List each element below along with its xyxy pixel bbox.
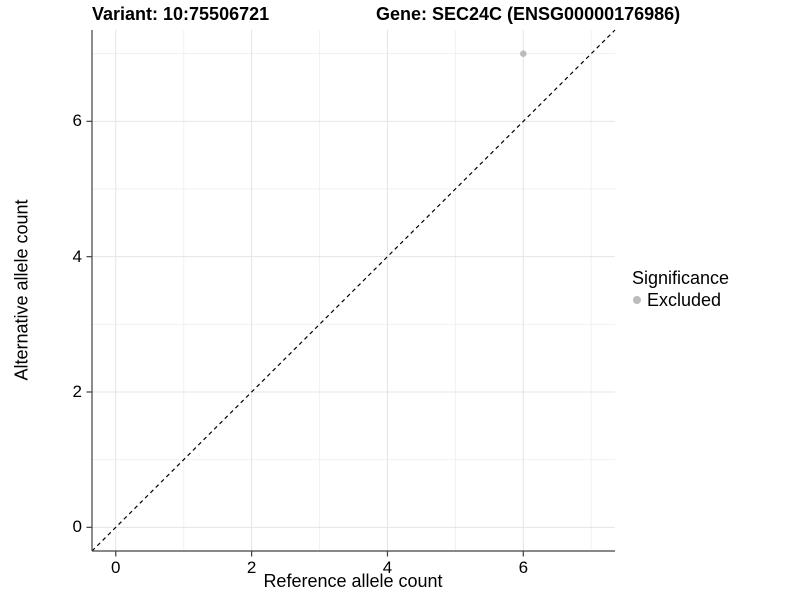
variant-title: Variant: 10:75506721 [92, 4, 270, 24]
gene-title: Gene: SEC24C (ENSG00000176986) [376, 4, 681, 24]
legend-title: Significance [632, 268, 730, 288]
x-tick-label: 0 [111, 558, 121, 577]
legend-item-excluded: Excluded [630, 289, 729, 311]
y-tick-label: 2 [72, 381, 82, 401]
y-tick-label: 4 [72, 246, 82, 266]
excluded-point-icon [633, 296, 641, 304]
data-point [520, 50, 527, 57]
identity-dashed-line [91, 29, 616, 552]
legend-item-label: Excluded [647, 290, 722, 310]
legend: Significance Excluded [630, 267, 729, 311]
y-axis-title: Alternative allele count [11, 199, 32, 381]
y-tick-label: 0 [72, 517, 82, 537]
y-tick-label: 6 [72, 111, 82, 131]
x-tick-label: 2 [246, 558, 257, 577]
x-tick-label: 6 [518, 558, 529, 577]
x-axis-title: Reference allele count [263, 571, 443, 591]
x-tick-label: 4 [382, 558, 393, 577]
